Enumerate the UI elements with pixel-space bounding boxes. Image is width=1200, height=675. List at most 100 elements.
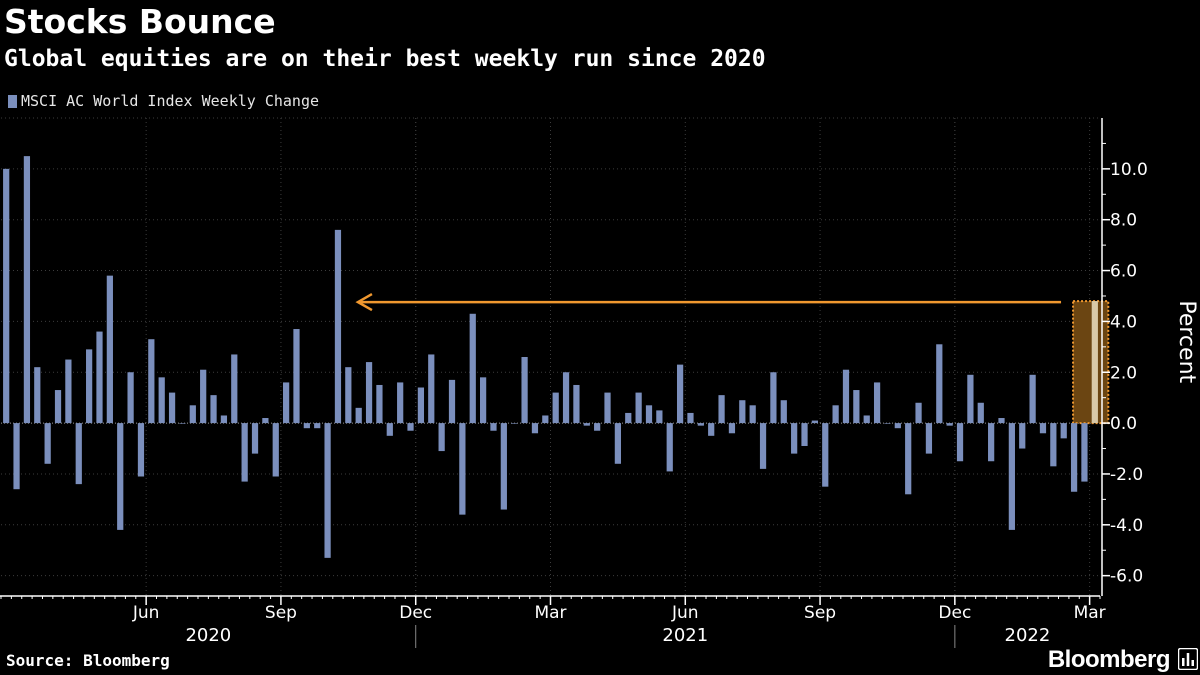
bar — [552, 392, 559, 424]
bar — [604, 392, 611, 424]
bar — [117, 423, 124, 530]
x-tick-label: Jun — [671, 603, 699, 623]
bar — [739, 400, 746, 424]
x-tick-label: Sep — [265, 603, 297, 623]
bar — [625, 412, 632, 424]
bar — [179, 423, 186, 424]
bar — [770, 372, 777, 424]
bar — [697, 423, 704, 426]
x-tick-label: Dec — [399, 603, 432, 623]
bar — [894, 423, 901, 429]
chart-title: Stocks Bounce — [4, 2, 276, 41]
bar — [241, 423, 248, 482]
bar — [303, 423, 310, 429]
bar — [1008, 423, 1015, 530]
x-tick-label: Mar — [534, 603, 566, 623]
bar — [324, 423, 331, 558]
bar — [801, 423, 808, 446]
bar — [1081, 423, 1088, 482]
bar — [189, 405, 196, 424]
bar — [168, 392, 176, 424]
bar — [1070, 423, 1078, 492]
bar — [531, 423, 539, 434]
x-year-label: 2022 — [1005, 625, 1051, 646]
bar — [1060, 423, 1067, 439]
bar — [676, 364, 684, 424]
highlight-bar — [1091, 301, 1098, 424]
bar — [251, 423, 259, 454]
bar — [656, 410, 663, 424]
bar — [438, 423, 445, 452]
bar — [842, 369, 850, 424]
bar — [956, 423, 964, 462]
bar — [1050, 423, 1057, 467]
bar — [479, 377, 487, 424]
bar — [915, 402, 922, 424]
bar — [293, 329, 300, 424]
arrow-left-icon — [355, 292, 373, 312]
bar — [75, 423, 82, 485]
bar — [23, 156, 31, 424]
bar — [853, 390, 860, 424]
x-year-label: 2020 — [185, 625, 231, 646]
y-tick-label: 6.0 — [1110, 262, 1137, 282]
x-tick-label: Dec — [938, 603, 971, 623]
bar — [759, 423, 767, 469]
bar — [386, 423, 393, 436]
bar — [106, 275, 113, 424]
bar — [272, 423, 279, 477]
bar — [397, 382, 404, 424]
bar — [708, 423, 715, 436]
bar — [459, 423, 466, 515]
bar — [573, 384, 580, 424]
bar — [936, 344, 943, 424]
y-tick-label: -4.0 — [1110, 516, 1143, 536]
bar — [314, 423, 321, 429]
bar — [863, 415, 870, 424]
brand-logo: Bloomberg — [1047, 646, 1171, 673]
bloomberg-terminal-icon — [1178, 648, 1198, 670]
y-tick-label: 2.0 — [1110, 363, 1137, 383]
bar — [448, 379, 456, 424]
bar — [583, 423, 590, 426]
bar — [1029, 374, 1036, 424]
bar — [44, 423, 51, 464]
highlight-box — [1072, 300, 1110, 425]
bar — [905, 423, 912, 495]
x-tick-label: Jun — [132, 603, 160, 623]
bar — [832, 405, 839, 424]
bar — [967, 374, 974, 424]
chart-subtitle: Global equities are on their best weekly… — [4, 46, 766, 72]
legend-swatch — [8, 94, 17, 108]
x-tick-label: Mar — [1074, 603, 1106, 623]
bar — [365, 362, 373, 424]
bar — [728, 423, 736, 434]
bar — [34, 367, 41, 424]
bar — [334, 229, 342, 424]
bar — [355, 407, 362, 424]
y-tick-label: -2.0 — [1110, 465, 1143, 485]
bar — [96, 331, 103, 424]
bar — [417, 387, 425, 424]
bar — [148, 339, 155, 424]
bar — [13, 423, 20, 490]
bar — [137, 423, 145, 477]
bar — [86, 349, 93, 424]
bar — [687, 412, 694, 424]
bar — [220, 415, 228, 424]
y-tick-label: 4.0 — [1110, 312, 1137, 332]
bar — [614, 423, 622, 464]
bar — [749, 405, 756, 424]
bar — [158, 377, 165, 424]
bar — [977, 402, 984, 424]
bar — [521, 357, 528, 424]
bar — [428, 354, 435, 424]
bar — [283, 382, 290, 424]
y-tick-label: 8.0 — [1110, 211, 1137, 231]
y-tick-label: -6.0 — [1110, 567, 1143, 587]
y-tick-label: 0.0 — [1110, 414, 1137, 434]
bar — [873, 382, 881, 424]
bar — [54, 390, 62, 424]
bar — [822, 423, 829, 487]
legend-label: MSCI AC World Index Weekly Change — [21, 92, 320, 110]
